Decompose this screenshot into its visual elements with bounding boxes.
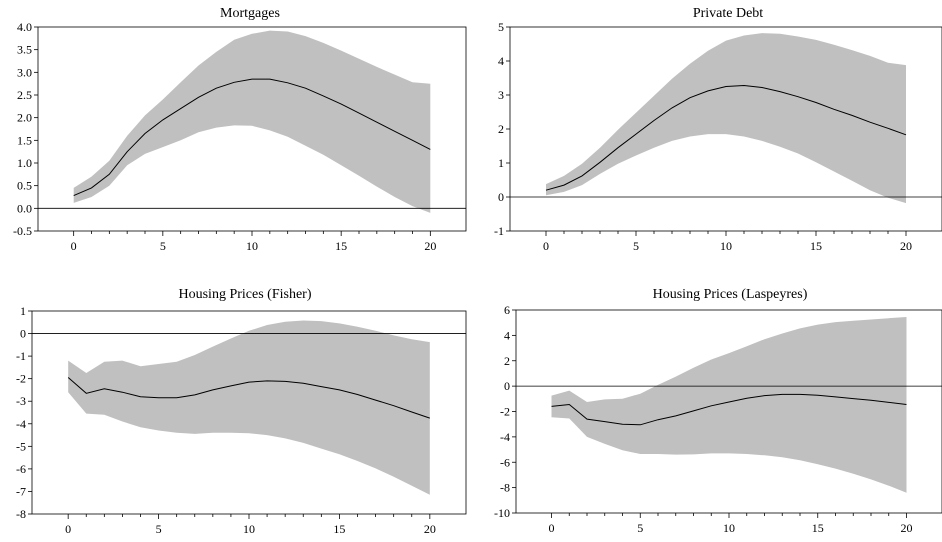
x-axis: 0 5 10 15 20 xyxy=(549,513,913,535)
x-tick-label: 10 xyxy=(246,239,258,253)
x-tick-label: 20 xyxy=(424,239,436,253)
chart-panel-private-debt: Private Debt -1 0 1 2 3 4 5 0 5 10 15 20 xyxy=(494,6,942,253)
x-tick-label: 20 xyxy=(900,239,912,253)
y-tick-label: 6 xyxy=(504,303,510,317)
y-axis: -0.5 0.0 0.5 1.0 1.5 2.0 2.5 3.0 3.5 4.0 xyxy=(13,20,38,238)
confidence-band-group xyxy=(551,317,907,493)
y-tick-label: 4.0 xyxy=(17,20,32,34)
y-axis: -8 -7 -6 -5 -4 -3 -2 -1 0 1 xyxy=(16,304,32,521)
median-line-group xyxy=(551,393,907,426)
y-tick-label: 4 xyxy=(504,328,510,342)
y-tick-label: -6 xyxy=(16,462,26,476)
y-tick-label: 3.0 xyxy=(17,65,32,79)
y-tick-label: 2 xyxy=(504,354,510,368)
x-tick-label: 10 xyxy=(720,239,732,253)
confidence-band xyxy=(551,317,907,493)
y-tick-label: 5 xyxy=(498,20,504,34)
y-tick-label: -1 xyxy=(494,224,504,238)
y-tick-label: -8 xyxy=(500,481,510,495)
y-axis: -10 -8 -6 -4 -2 0 2 4 6 xyxy=(494,303,516,520)
y-tick-label: 0 xyxy=(504,379,510,393)
y-tick-label: -7 xyxy=(16,484,26,498)
y-tick-label: 3.5 xyxy=(17,43,32,57)
confidence-band-group xyxy=(73,30,431,213)
x-axis: 0 5 10 15 20 xyxy=(65,514,436,536)
median-line-group xyxy=(67,377,430,419)
x-tick-label: 0 xyxy=(71,239,77,253)
x-axis: 0 5 10 15 20 xyxy=(71,231,436,253)
y-tick-label: -2 xyxy=(500,405,510,419)
y-tick-label: 0 xyxy=(498,190,504,204)
y-tick-label: 1 xyxy=(20,304,26,318)
chart-title: Housing Prices (Fisher) xyxy=(179,287,312,302)
x-tick-label: 20 xyxy=(901,521,913,535)
y-tick-label: -8 xyxy=(16,507,26,521)
y-tick-label: 2 xyxy=(498,122,504,136)
y-tick-label: 4 xyxy=(498,54,504,68)
chart-panel-mortgages: Mortgages -0.5 0.0 0.5 1.0 1.5 2.0 2.5 3.0 3.5 4.… xyxy=(13,6,467,253)
x-tick-label: 20 xyxy=(424,522,436,536)
x-tick-label: 0 xyxy=(65,522,71,536)
y-tick-label: 3 xyxy=(498,88,504,102)
median-line xyxy=(545,84,907,191)
x-tick-label: 10 xyxy=(243,522,255,536)
y-tick-label: -3 xyxy=(16,394,26,408)
chart-panel-housing-prices-laspeyres: Housing Prices (Laspeyres) -10 -8 -6 -4 -2 0 2… xyxy=(494,287,942,535)
y-tick-label: 0 xyxy=(20,327,26,341)
y-tick-label: 1 xyxy=(498,156,504,170)
x-tick-label: 15 xyxy=(810,239,822,253)
y-tick-label: -6 xyxy=(500,455,510,469)
chart-panel-housing-prices-fisher: Housing Prices (Fisher) -8 -7 -6 -5 -4 -3 -2 -1… xyxy=(16,287,467,536)
y-axis: -1 0 1 2 3 4 5 xyxy=(494,20,510,238)
x-axis: 0 5 10 15 20 xyxy=(543,231,912,253)
y-tick-label: 1.0 xyxy=(17,156,32,170)
y-tick-label: -2 xyxy=(16,372,26,386)
confidence-band xyxy=(73,30,431,213)
median-line-group xyxy=(545,84,907,191)
x-tick-label: 15 xyxy=(812,521,824,535)
x-tick-label: 0 xyxy=(549,521,555,535)
y-tick-label: 0.5 xyxy=(17,179,32,193)
x-tick-label: 15 xyxy=(333,522,345,536)
median-line xyxy=(551,393,907,426)
x-tick-label: 5 xyxy=(160,239,166,253)
x-tick-label: 0 xyxy=(543,239,549,253)
x-tick-label: 5 xyxy=(156,522,162,536)
x-tick-label: 5 xyxy=(633,239,639,253)
confidence-band-group xyxy=(68,320,430,495)
median-line xyxy=(67,377,430,419)
chart-title: Mortgages xyxy=(220,6,280,21)
x-tick-label: 5 xyxy=(637,521,643,535)
y-tick-label: -0.5 xyxy=(13,224,32,238)
confidence-band-group xyxy=(546,33,906,204)
y-tick-label: -4 xyxy=(16,417,26,431)
y-tick-label: 1.5 xyxy=(17,133,32,147)
y-tick-label: -10 xyxy=(494,506,510,520)
y-tick-label: 0.0 xyxy=(17,201,32,215)
median-line-group xyxy=(73,78,431,197)
median-line xyxy=(73,78,431,197)
y-tick-label: -4 xyxy=(500,430,510,444)
y-tick-label: -1 xyxy=(16,349,26,363)
y-tick-label: 2.0 xyxy=(17,111,32,125)
chart-title: Housing Prices (Laspeyres) xyxy=(653,287,808,302)
y-tick-label: -5 xyxy=(16,439,26,453)
y-tick-label: 2.5 xyxy=(17,88,32,102)
x-tick-label: 15 xyxy=(335,239,347,253)
confidence-band xyxy=(546,33,906,204)
chart-title: Private Debt xyxy=(693,6,763,21)
confidence-band xyxy=(68,320,430,495)
x-tick-label: 10 xyxy=(723,521,735,535)
